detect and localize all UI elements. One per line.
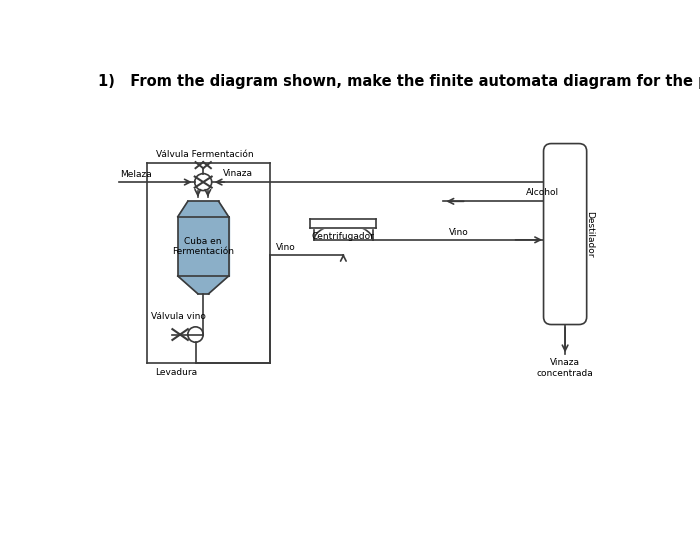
Text: Cuba en
Fermentación: Cuba en Fermentación xyxy=(172,237,234,256)
Text: Destilador: Destilador xyxy=(585,211,594,257)
Text: Vino: Vino xyxy=(449,228,469,237)
Polygon shape xyxy=(178,217,229,276)
Text: Centrifugador: Centrifugador xyxy=(312,232,374,241)
Text: Vino: Vino xyxy=(276,243,296,252)
Text: Válvula vino: Válvula vino xyxy=(151,312,206,321)
Text: 1)   From the diagram shown, make the finite automata diagram for the process..: 1) From the diagram shown, make the fini… xyxy=(99,74,700,89)
Text: Alcohol: Alcohol xyxy=(526,189,559,197)
Text: Vinaza
concentrada: Vinaza concentrada xyxy=(537,358,594,378)
Text: Melaza: Melaza xyxy=(120,170,152,179)
Polygon shape xyxy=(178,276,229,294)
FancyBboxPatch shape xyxy=(543,144,587,325)
Polygon shape xyxy=(178,201,229,217)
Text: Vinaza: Vinaza xyxy=(223,169,253,178)
Polygon shape xyxy=(310,219,377,228)
Text: Válvula Fermentación: Válvula Fermentación xyxy=(156,150,253,159)
Text: Levadura: Levadura xyxy=(155,367,197,377)
